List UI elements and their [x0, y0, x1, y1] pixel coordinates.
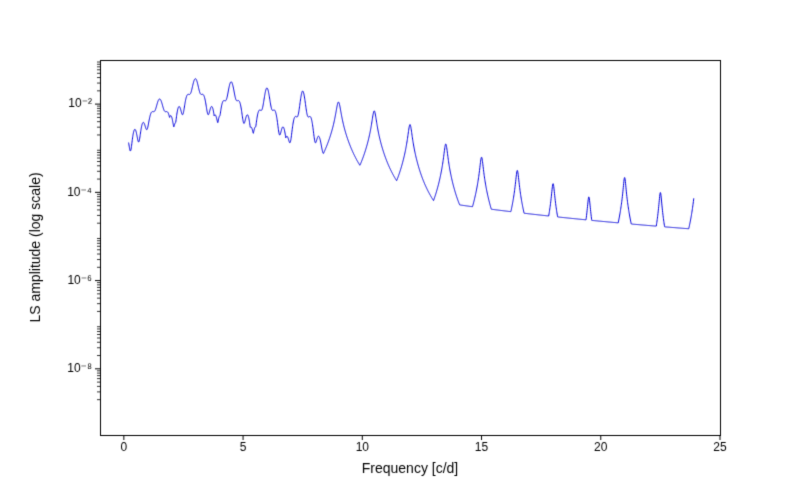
chart-container: Frequency [c/d] LS amplitude (log scale)	[0, 0, 800, 500]
spectrum-chart	[0, 0, 800, 500]
